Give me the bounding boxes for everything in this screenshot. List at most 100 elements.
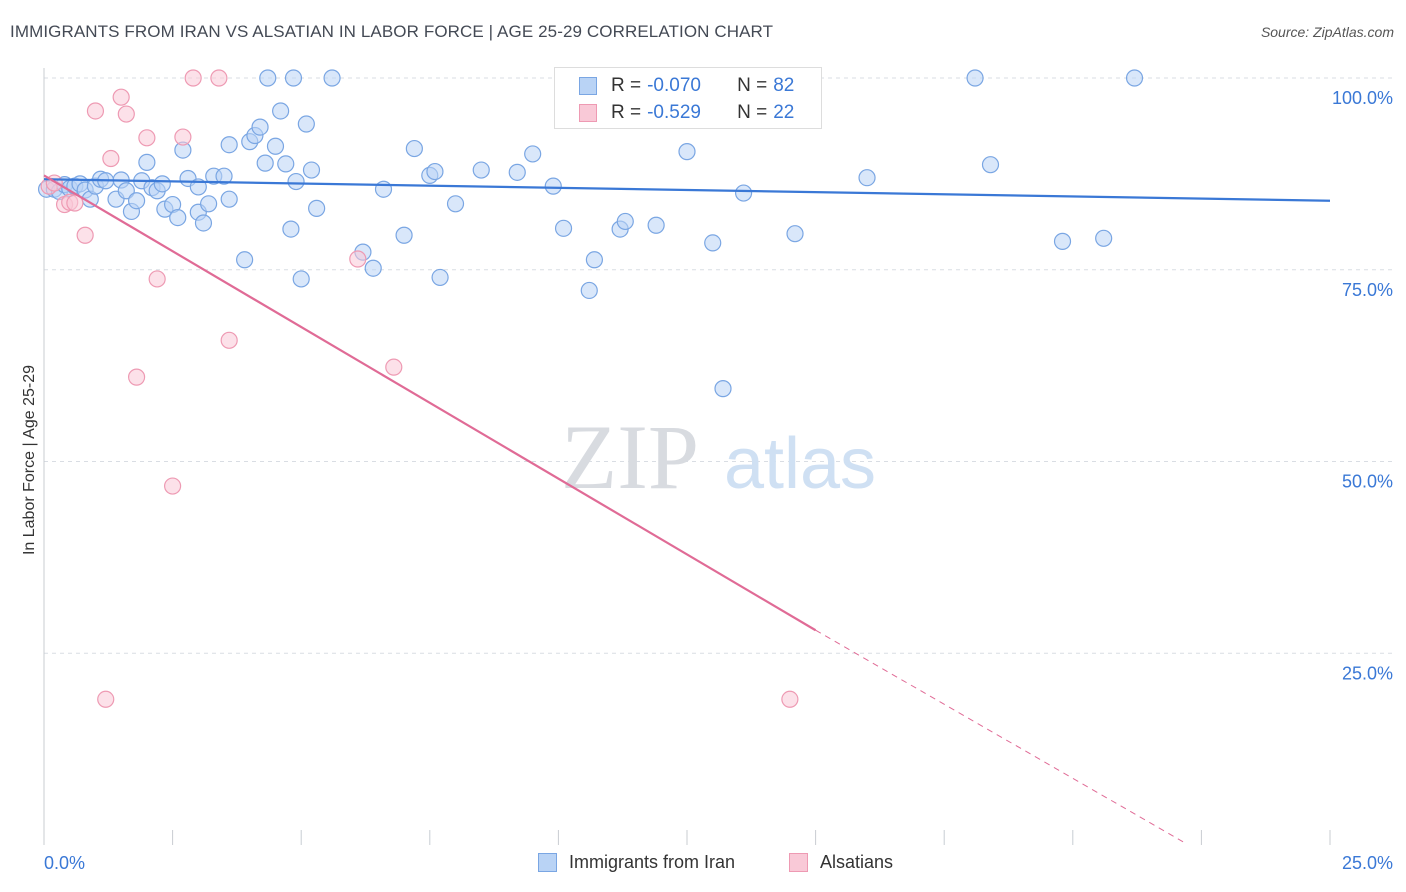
trendline-alsatian [815,629,1187,844]
point-iran [284,69,303,87]
point-iran [544,177,562,195]
alsatian-n-label: N = [737,102,768,123]
stats-row-alsatian: R = -0.529 N = 22 [579,100,794,126]
point-iran [374,180,393,198]
point-iran [272,102,290,120]
point-iran [138,153,156,171]
alsatian-r-value: -0.529 [647,102,701,123]
point-alsatian [781,690,799,708]
point-iran [236,251,254,269]
point-alsatian [220,331,238,349]
watermark-atlas: atlas [724,424,876,504]
legend-item-iran[interactable]: Immigrants from Iran [538,852,735,873]
iran-n-label: N = [737,75,768,96]
point-iran [508,163,526,181]
point-iran [616,212,634,231]
point-iran [580,281,598,300]
point-iran [220,136,238,154]
iran-r-value: -0.070 [647,75,701,96]
point-iran [277,155,295,173]
point-iran [302,161,321,179]
point-alsatian [210,69,228,87]
x-tick-label: 0.0% [44,853,85,873]
point-alsatian [148,270,166,288]
y-axis-label: In Labor Force | Age 25-29 [21,364,38,556]
alsatian-n-value: 22 [773,102,795,123]
point-iran [153,175,171,193]
trend-lines [43,174,1331,844]
chart-source: Source: ZipAtlas.com [1260,24,1394,40]
point-iran [127,192,146,210]
chart-legend: Immigrants from Iran Alsatians [0,852,1406,878]
legend-label-iran: Immigrants from Iran [569,852,736,872]
point-iran [200,195,218,213]
legend-item-alsatian[interactable]: Alsatians [789,852,893,873]
point-iran [287,172,305,191]
point-alsatian [117,105,135,123]
point-iran [256,154,274,172]
point-iran [220,190,238,208]
alsatian-r-label: R = [611,102,642,123]
point-iran [966,69,984,87]
watermark: ZIP atlas [561,406,876,508]
stats-row-iran: R = -0.070 N = 82 [579,73,794,99]
stats-box: R = -0.070 N = 82 R = -0.529 N = 22 [554,67,822,129]
iran-n-value: 82 [773,75,795,96]
point-iran [981,156,1000,174]
point-iran [194,214,213,232]
point-iran [554,219,573,237]
point-iran [292,270,310,288]
point-iran [524,145,542,163]
point-iran [786,225,804,243]
tick-labels: 100.0% 75.0% 50.0% 25.0% 0.0% 25.0% [44,88,1393,873]
point-iran [858,169,876,187]
point-iran [297,115,315,133]
point-alsatian [86,102,105,120]
point-alsatian [164,477,182,495]
point-iran [282,220,300,238]
point-iran [323,69,341,87]
point-iran [704,234,722,252]
point-alsatian [97,690,115,708]
point-iran [215,167,233,185]
point-iran [308,199,326,217]
point-iran [1053,232,1072,250]
point-alsatian [127,368,146,386]
chart-title: IMMIGRANTS FROM IRAN VS ALSATIAN IN LABO… [10,22,774,41]
point-iran [117,182,135,200]
x-tick-label: 25.0% [1342,853,1393,873]
y-tick-label: 100.0% [1332,88,1393,108]
point-iran [266,137,285,155]
point-iran [426,162,444,181]
point-alsatian [174,128,192,146]
iran-r-label: R = [611,75,642,96]
trendline-iran [43,178,1331,202]
point-alsatian [102,149,120,168]
point-iran [405,139,423,158]
legend-label-alsatian: Alsatians [820,852,894,872]
y-tick-label: 25.0% [1342,663,1393,683]
point-iran [431,268,449,287]
point-iran [585,251,604,269]
point-alsatian [385,358,403,376]
legend-swatch-alsatian [789,853,808,872]
point-alsatian [76,226,94,244]
axes [43,68,1331,845]
trendline-alsatian [43,174,817,632]
point-iran [395,226,413,244]
point-iran [1095,229,1113,247]
point-iran [169,208,187,227]
point-alsatian [66,194,84,212]
point-iran [251,118,269,136]
point-iran [446,195,465,213]
data-points [37,69,1144,708]
y-tick-label: 50.0% [1342,472,1393,492]
y-tick-label: 75.0% [1342,280,1393,300]
watermark-zip: ZIP [561,406,699,508]
iran-swatch [579,77,597,95]
point-iran [678,143,696,161]
point-alsatian [349,250,367,268]
point-alsatian [184,69,202,87]
alsatian-swatch [579,104,597,122]
